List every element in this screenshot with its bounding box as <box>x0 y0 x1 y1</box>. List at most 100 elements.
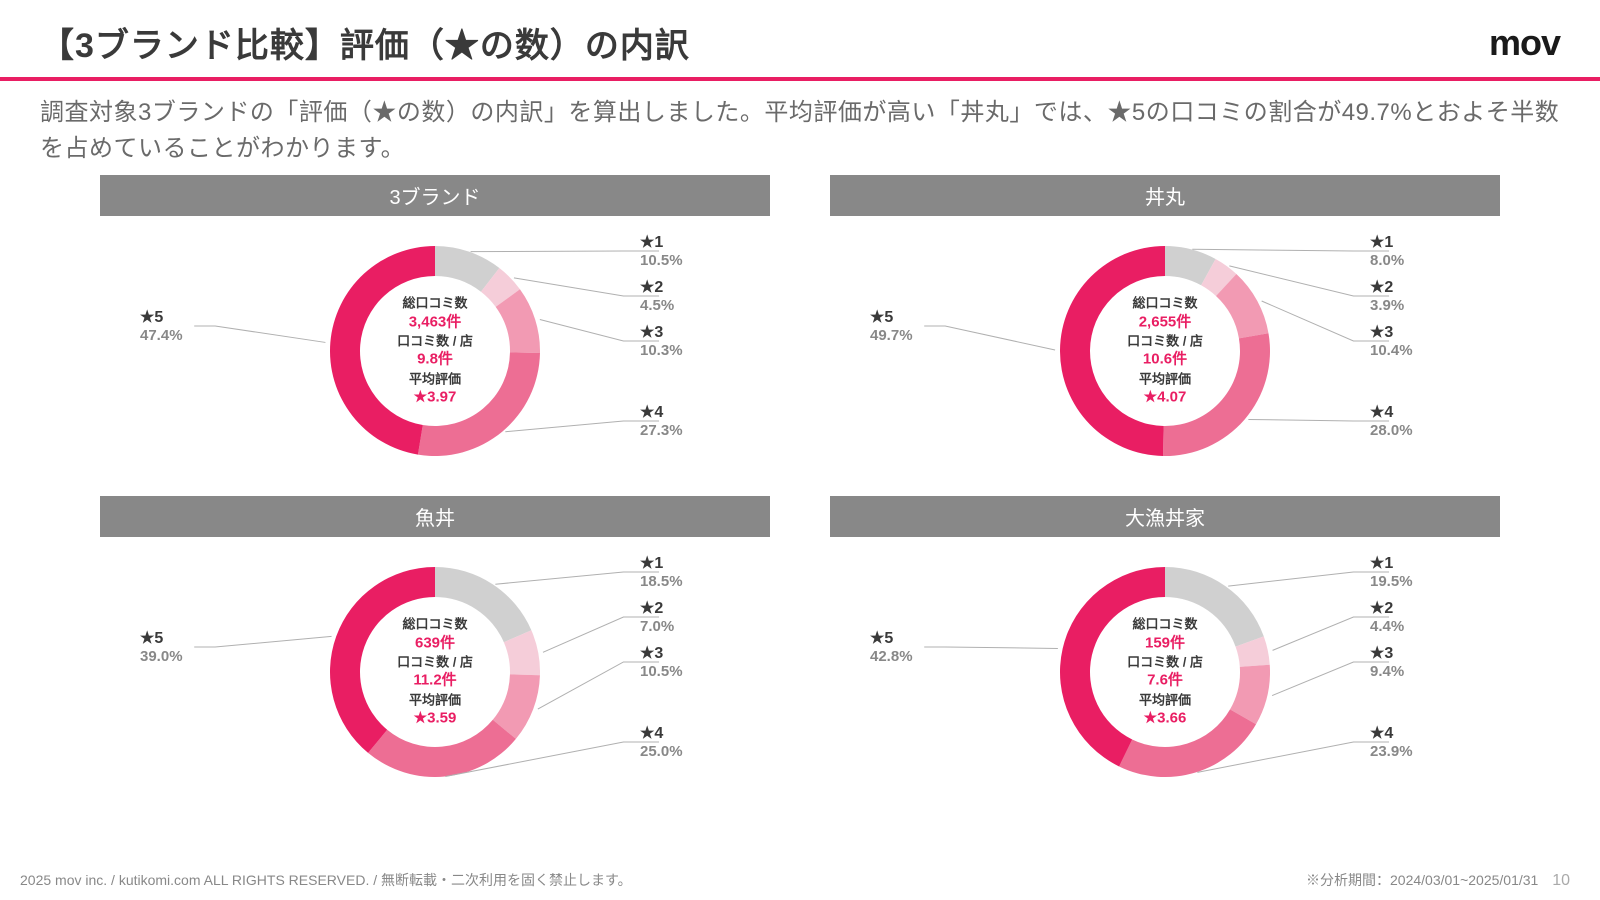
center-avg-label: 平均評価 <box>365 370 505 388</box>
donut-center-text: 総口コミ数2,655件口コミ数 / 店10.6件平均評価★4.07 <box>1095 294 1235 407</box>
slice-callout: ★428.0% <box>1370 403 1413 440</box>
callout-star: ★3 <box>1370 323 1413 342</box>
callout-percent: 47.4% <box>140 327 183 345</box>
panel-title: 魚丼 <box>100 496 770 537</box>
footer-right: ※分析期間：2024/03/01~2025/01/31 10 <box>1306 870 1570 890</box>
center-avg-label: 平均評価 <box>365 691 505 709</box>
callout-star: ★2 <box>1370 599 1404 618</box>
donut-chart: 総口コミ数3,463件口コミ数 / 店9.8件平均評価★3.97 <box>330 246 540 456</box>
callout-percent: 10.5% <box>640 663 683 681</box>
slice-callout: ★310.3% <box>640 323 683 360</box>
center-per-store-label: 口コミ数 / 店 <box>1095 653 1235 671</box>
slice-callout: ★24.5% <box>640 278 674 315</box>
callout-percent: 10.3% <box>640 342 683 360</box>
center-per-store-value: 10.6件 <box>1095 350 1235 370</box>
callout-star: ★4 <box>640 403 683 422</box>
callout-star: ★2 <box>640 599 674 618</box>
donut-center-text: 総口コミ数159件口コミ数 / 店7.6件平均評価★3.66 <box>1095 615 1235 728</box>
callout-percent: 19.5% <box>1370 573 1413 591</box>
panel-title: 大漁丼家 <box>830 496 1500 537</box>
callout-percent: 39.0% <box>140 648 183 666</box>
callout-percent: 10.5% <box>640 252 683 270</box>
slice-callout: ★27.0% <box>640 599 674 636</box>
callout-star: ★1 <box>640 233 683 252</box>
page-header: 【3ブランド比較】評価（★の数）の内訳 mov <box>0 0 1600 77</box>
callout-star: ★5 <box>870 308 913 327</box>
callout-star: ★3 <box>640 323 683 342</box>
callout-star: ★4 <box>1370 403 1413 422</box>
chart-panel: 魚丼総口コミ数639件口コミ数 / 店11.2件平均評価★3.59★118.5%… <box>100 496 770 807</box>
callout-percent: 7.0% <box>640 618 674 636</box>
slice-callout: ★119.5% <box>1370 554 1413 591</box>
chart-area: 総口コミ数3,463件口コミ数 / 店9.8件平均評価★3.97 ★110.5% ★… <box>100 216 770 486</box>
slice-callout: ★18.0% <box>1370 233 1404 270</box>
callout-star: ★3 <box>640 644 683 663</box>
callout-percent: 8.0% <box>1370 252 1404 270</box>
slice-callout: ★24.4% <box>1370 599 1404 636</box>
chart-panel: 丼丸総口コミ数2,655件口コミ数 / 店10.6件平均評価★4.07 ★18.0… <box>830 175 1500 486</box>
slice-callout: ★549.7% <box>870 308 913 345</box>
slice-callout: ★310.4% <box>1370 323 1413 360</box>
callout-star: ★1 <box>1370 233 1404 252</box>
center-total-value: 639件 <box>365 633 505 653</box>
center-avg-value: ★3.59 <box>365 708 505 728</box>
center-total-value: 159件 <box>1095 633 1235 653</box>
donut-chart: 総口コミ数159件口コミ数 / 店7.6件平均評価★3.66 <box>1060 567 1270 777</box>
page-subtitle: 調査対象3ブランドの「評価（★の数）の内訳」を算出しました。平均評価が高い「丼丸… <box>0 81 1600 175</box>
center-avg-value: ★3.97 <box>365 387 505 407</box>
donut-chart: 総口コミ数2,655件口コミ数 / 店10.6件平均評価★4.07 <box>1060 246 1270 456</box>
panel-title: 丼丸 <box>830 175 1500 216</box>
center-avg-value: ★4.07 <box>1095 387 1235 407</box>
page-number: 10 <box>1552 872 1570 889</box>
callout-percent: 10.4% <box>1370 342 1413 360</box>
center-per-store-value: 9.8件 <box>365 350 505 370</box>
chart-area: 総口コミ数159件口コミ数 / 店7.6件平均評価★3.66★119.5%★24… <box>830 537 1500 807</box>
center-per-store-value: 11.2件 <box>365 671 505 691</box>
callout-percent: 23.9% <box>1370 743 1413 761</box>
center-per-store-label: 口コミ数 / 店 <box>365 332 505 350</box>
chart-grid: 3ブランド総口コミ数3,463件口コミ数 / 店9.8件平均評価★3.97★11… <box>0 175 1600 807</box>
slice-callout: ★39.4% <box>1370 644 1404 681</box>
callout-star: ★5 <box>870 629 913 648</box>
center-per-store-label: 口コミ数 / 店 <box>365 653 505 671</box>
donut-chart: 総口コミ数639件口コミ数 / 店11.2件平均評価★3.59 <box>330 567 540 777</box>
center-total-label: 総口コミ数 <box>365 294 505 312</box>
slice-callout: ★539.0% <box>140 629 183 666</box>
callout-percent: 3.9% <box>1370 297 1404 315</box>
callout-star: ★1 <box>640 554 683 573</box>
callout-percent: 42.8% <box>870 648 913 666</box>
center-total-label: 総口コミ数 <box>1095 294 1235 312</box>
chart-area: 総口コミ数2,655件口コミ数 / 店10.6件平均評価★4.07★18.0%★… <box>830 216 1500 486</box>
center-total-value: 3,463件 <box>365 312 505 332</box>
callout-percent: 27.3% <box>640 422 683 440</box>
callout-star: ★4 <box>640 724 683 743</box>
page-title: 【3ブランド比較】評価（★の数）の内訳 <box>40 18 690 67</box>
panel-title: 3ブランド <box>100 175 770 216</box>
page-footer: 2025 mov inc. / kutikomi.com ALL RIGHTS … <box>0 870 1600 890</box>
callout-star: ★4 <box>1370 724 1413 743</box>
callout-star: ★1 <box>1370 554 1413 573</box>
slice-callout: ★427.3% <box>640 403 683 440</box>
callout-star: ★3 <box>1370 644 1404 663</box>
callout-percent: 4.5% <box>640 297 674 315</box>
center-total-value: 2,655件 <box>1095 312 1235 332</box>
callout-percent: 9.4% <box>1370 663 1404 681</box>
slice-callout: ★542.8% <box>870 629 913 666</box>
chart-panel: 3ブランド総口コミ数3,463件口コミ数 / 店9.8件平均評価★3.97★11… <box>100 175 770 486</box>
slice-callout: ★425.0% <box>640 724 683 761</box>
callout-percent: 28.0% <box>1370 422 1413 440</box>
callout-star: ★2 <box>1370 278 1404 297</box>
callout-percent: 49.7% <box>870 327 913 345</box>
slice-callout: ★547.4% <box>140 308 183 345</box>
center-total-label: 総口コミ数 <box>1095 615 1235 633</box>
chart-panel: 大漁丼家総口コミ数159件口コミ数 / 店7.6件平均評価★3.66 ★119.5… <box>830 496 1500 807</box>
center-avg-value: ★3.66 <box>1095 708 1235 728</box>
center-avg-label: 平均評価 <box>1095 691 1235 709</box>
donut-center-text: 総口コミ数3,463件口コミ数 / 店9.8件平均評価★3.97 <box>365 294 505 407</box>
center-per-store-value: 7.6件 <box>1095 671 1235 691</box>
copyright-text: 2025 mov inc. / kutikomi.com ALL RIGHTS … <box>20 870 632 890</box>
callout-star: ★2 <box>640 278 674 297</box>
center-per-store-label: 口コミ数 / 店 <box>1095 332 1235 350</box>
callout-percent: 4.4% <box>1370 618 1404 636</box>
callout-star: ★5 <box>140 629 183 648</box>
